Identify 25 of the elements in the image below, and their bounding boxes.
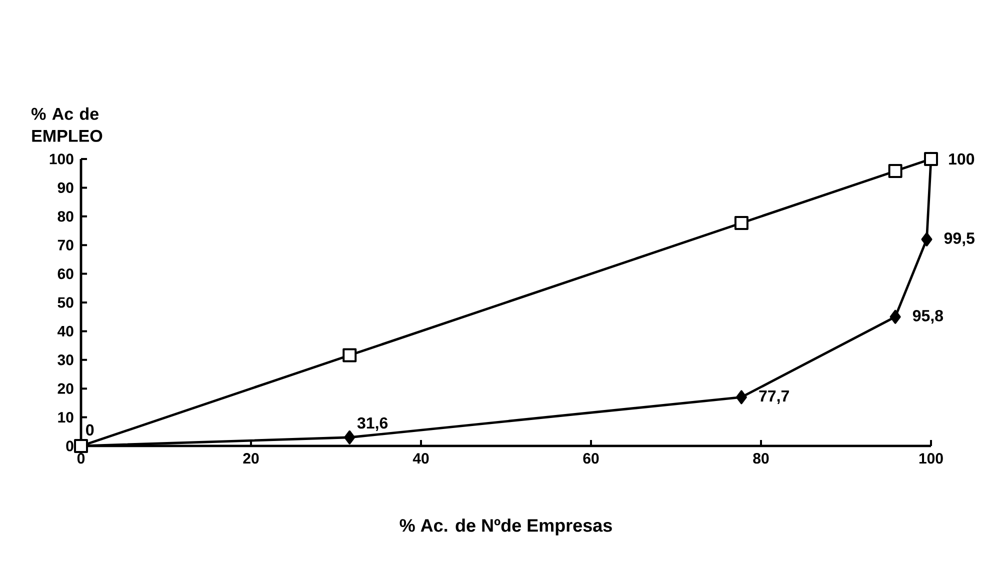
- x-tick-label: 60: [583, 453, 599, 464]
- y-tick-label: 10: [58, 412, 74, 423]
- y-tick-label: 40: [57, 326, 74, 337]
- y-tick-label: 90: [58, 182, 74, 194]
- x-tick-label: 0: [77, 453, 85, 464]
- y-tick-label: 60: [58, 268, 74, 280]
- y-tick-label: 80: [58, 211, 74, 222]
- y-tick-label: 100: [50, 154, 74, 164]
- y-tick-label: 0: [66, 440, 74, 452]
- y-axis-title: % Ac de EMPLEO: [31, 107, 102, 142]
- x-tick-label: 100: [919, 453, 943, 464]
- y-tick-label: 20: [58, 383, 74, 394]
- y-tick-label: 30: [58, 354, 74, 366]
- y-tick-label: 50: [58, 297, 74, 308]
- annotation: 0: [86, 424, 94, 436]
- annotation: 100: [949, 153, 974, 165]
- annotation: 99,5: [944, 232, 974, 246]
- x-tick-label: 20: [243, 453, 259, 464]
- y-tick-label: 70: [58, 240, 74, 250]
- x-tick-label: 80: [753, 453, 769, 464]
- x-tick-label: 40: [412, 453, 429, 464]
- annotation: 77,7: [759, 390, 789, 404]
- x-axis-title: % Ac. de Nºde Empresas: [400, 518, 612, 536]
- annotation: 31,6: [357, 417, 388, 431]
- annotation: 95,8: [912, 310, 944, 324]
